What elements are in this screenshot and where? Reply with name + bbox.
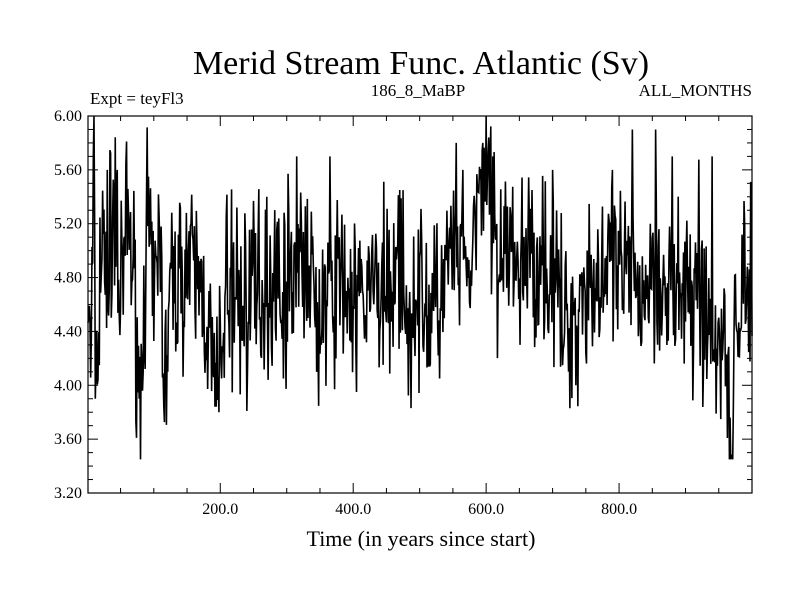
x-tick-label: 400.0: [335, 501, 371, 518]
y-tick-label: 4.80: [54, 270, 82, 287]
y-tick-label: 3.60: [54, 431, 82, 448]
y-tick-label: 3.20: [54, 485, 82, 502]
chart-title: Merid Stream Func. Atlantic (Sv): [193, 45, 649, 82]
months-label: ALL_MONTHS: [639, 81, 752, 100]
series-line: [87, 115, 753, 460]
plot-area: [87, 115, 753, 460]
y-tick-label: 4.00: [54, 377, 82, 394]
experiment-label: Expt = teyFl3: [90, 89, 184, 108]
y-axis: 3.20 3.60 4.00 4.40 4.80 5.20 5.60 6.00: [54, 108, 752, 502]
x-tick-label: 200.0: [202, 501, 238, 518]
x-axis: 200.0 400.0 600.0 800.0: [120, 116, 720, 518]
y-tick-label: 4.40: [54, 323, 82, 340]
x-axis-label: Time (in years since start): [307, 526, 536, 551]
y-tick-label: 5.20: [54, 216, 82, 233]
x-tick-label: 800.0: [601, 501, 637, 518]
y-tick-label: 6.00: [54, 108, 82, 125]
x-tick-label: 600.0: [468, 501, 504, 518]
run-label: 186_8_MaBP: [371, 81, 465, 100]
y-tick-label: 5.60: [54, 162, 82, 179]
